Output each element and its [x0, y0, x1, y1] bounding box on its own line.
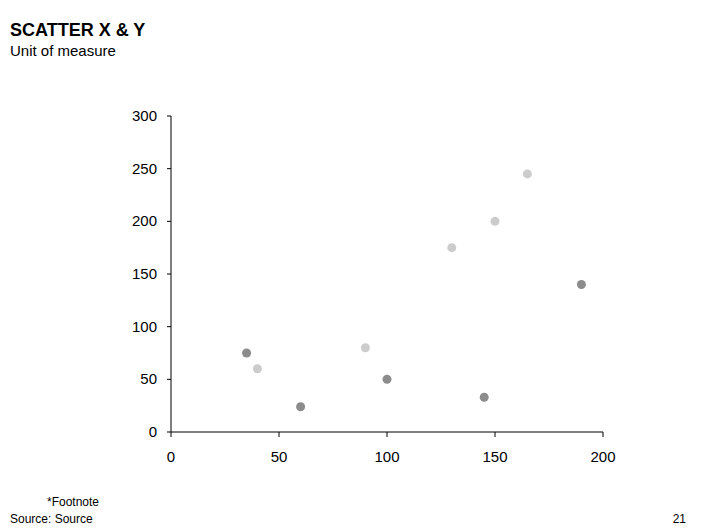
- y-tick: [167, 221, 171, 222]
- scatter-point: [491, 217, 500, 226]
- x-tick-label: 0: [167, 448, 175, 465]
- x-tick: [279, 432, 280, 437]
- title: SCATTER X & Y: [10, 20, 145, 40]
- x-tick-label: 150: [482, 448, 507, 465]
- y-tick-label: 0: [149, 423, 157, 440]
- footnote: *Footnote: [47, 495, 99, 509]
- x-tick-label: 100: [374, 448, 399, 465]
- scatter-point: [253, 364, 262, 373]
- subtitle: Unit of measure: [10, 42, 116, 59]
- chart-svg: SCATTER X & Y Unit of measure 0 50 100 150 200…: [0, 0, 706, 529]
- y-tick: [167, 168, 171, 169]
- scatter-point: [296, 402, 305, 411]
- y-tick: [167, 274, 171, 275]
- scatter-point: [523, 169, 532, 178]
- y-tick-label: 200: [132, 212, 157, 229]
- x-tick: [171, 432, 172, 437]
- source: Source: Source: [10, 512, 93, 526]
- x-tick: [603, 432, 604, 437]
- scatter-point: [242, 349, 251, 358]
- x-tick-label: 200: [590, 448, 615, 465]
- scatter-point: [577, 280, 586, 289]
- y-tick: [167, 326, 171, 327]
- y-tick-label: 300: [132, 107, 157, 124]
- scatter-point: [480, 393, 489, 402]
- y-tick: [167, 116, 171, 117]
- x-tick-label: 50: [271, 448, 288, 465]
- scatter-point: [383, 375, 392, 384]
- x-tick: [387, 432, 388, 437]
- plot-area: [242, 169, 586, 411]
- y-tick: [167, 432, 171, 433]
- scatter-point: [361, 343, 370, 352]
- page-number: 21: [673, 512, 687, 526]
- y-tick-label: 50: [140, 370, 157, 387]
- y-tick-label: 150: [132, 265, 157, 282]
- y-tick-label: 250: [132, 160, 157, 177]
- chart-container: SCATTER X & Y Unit of measure 0 50 100 150 200…: [0, 0, 706, 529]
- y-tick: [167, 379, 171, 380]
- scatter-point: [447, 243, 456, 252]
- x-tick: [495, 432, 496, 437]
- y-tick-label: 100: [132, 318, 157, 335]
